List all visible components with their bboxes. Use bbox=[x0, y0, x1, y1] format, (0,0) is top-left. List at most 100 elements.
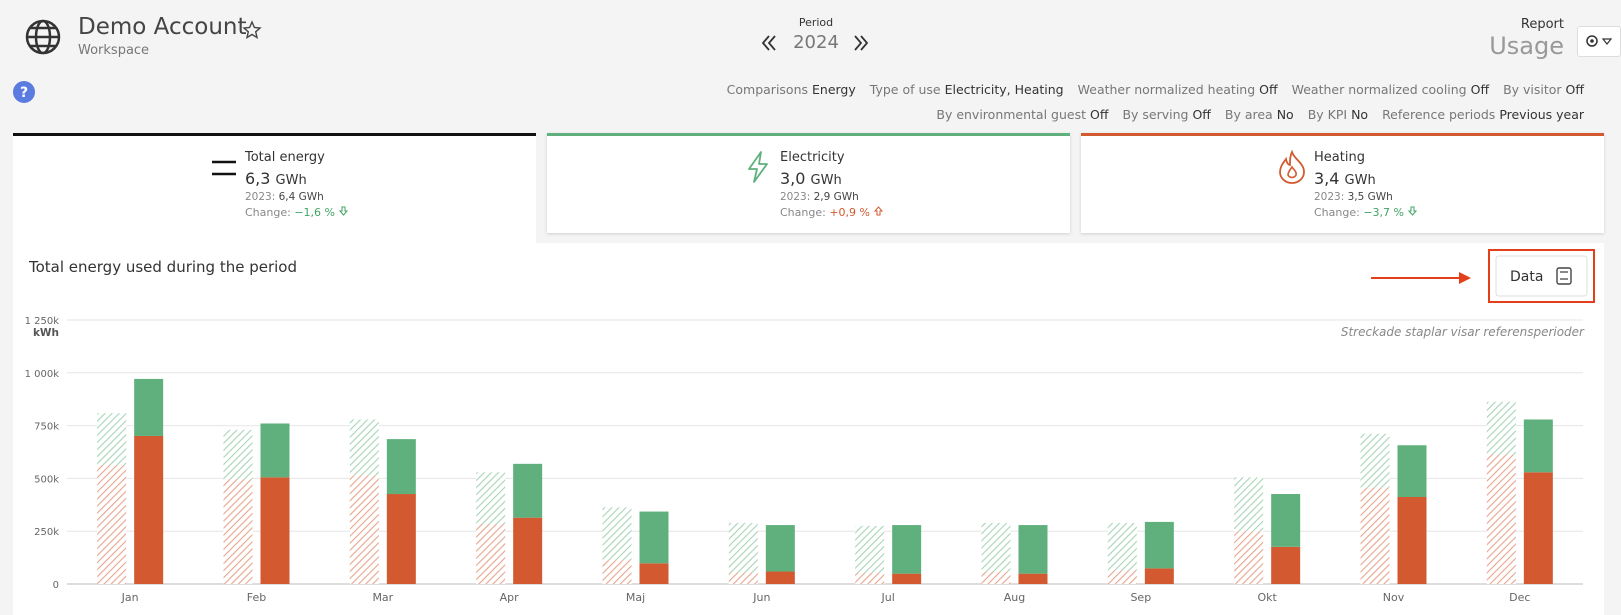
settings-button[interactable] bbox=[1577, 26, 1621, 57]
data-button[interactable]: Data bbox=[1495, 255, 1588, 297]
change-label: Change: bbox=[1314, 206, 1360, 219]
change-label: Change: bbox=[780, 206, 826, 219]
bar bbox=[513, 517, 543, 584]
filter[interactable]: Weather normalized cooling Off bbox=[1292, 82, 1489, 97]
bar bbox=[386, 439, 416, 495]
reference-bar bbox=[1107, 522, 1137, 571]
filter-label: By KPI bbox=[1307, 107, 1348, 122]
bar bbox=[1523, 472, 1553, 584]
ref-label: 2023: bbox=[780, 191, 811, 203]
x-tick-label: Jun bbox=[752, 591, 770, 604]
bar bbox=[1144, 568, 1174, 584]
filter[interactable]: By environmental guest Off bbox=[936, 107, 1108, 122]
report-name: Usage bbox=[1489, 32, 1564, 60]
bar bbox=[1523, 419, 1553, 473]
filter[interactable]: Weather normalized heating Off bbox=[1078, 82, 1278, 97]
bar bbox=[765, 525, 795, 572]
next-period[interactable] bbox=[852, 34, 870, 52]
heating-icon bbox=[1279, 150, 1305, 184]
bar bbox=[1397, 445, 1427, 497]
bar bbox=[639, 511, 669, 564]
x-tick-label: Aug bbox=[1004, 591, 1025, 604]
filter[interactable]: Comparisons Energy bbox=[727, 82, 856, 97]
reference-bar bbox=[981, 522, 1011, 572]
filter[interactable]: Type of use Electricity, Heating bbox=[870, 82, 1064, 97]
reference-bar bbox=[855, 525, 885, 573]
filter[interactable]: By KPI No bbox=[1308, 107, 1368, 122]
bar bbox=[134, 378, 164, 436]
data-button-label[interactable]: Data bbox=[1510, 269, 1543, 285]
bar bbox=[1018, 525, 1048, 574]
ref-value: 6,4 GWh bbox=[278, 191, 324, 203]
bar bbox=[1271, 546, 1301, 584]
reference-bar bbox=[728, 522, 758, 573]
x-tick-label: Jul bbox=[881, 591, 895, 604]
reference-bar bbox=[223, 429, 253, 480]
data-button-icon-lines bbox=[1560, 271, 1568, 280]
filter-value: Previous year bbox=[1499, 107, 1584, 122]
settings-icon bbox=[1586, 35, 1613, 47]
filter-label: By environmental guest bbox=[936, 107, 1086, 122]
filter-value: Off bbox=[1089, 107, 1109, 122]
help-button[interactable]: ? bbox=[12, 80, 36, 104]
account-name: Demo Account bbox=[78, 14, 247, 40]
x-tick-label: Dec bbox=[1509, 591, 1530, 604]
card-unit: GWh bbox=[275, 173, 307, 188]
filter-value: Off bbox=[1259, 82, 1278, 97]
filter-value: Energy bbox=[812, 82, 856, 97]
favorite-star[interactable] bbox=[242, 20, 262, 40]
filter-label: By visitor bbox=[1503, 82, 1562, 97]
filter[interactable]: By visitor Off bbox=[1503, 82, 1584, 97]
bar bbox=[260, 423, 290, 478]
change-value: −3,7 % bbox=[1363, 206, 1404, 219]
x-tick-label: Apr bbox=[500, 591, 520, 604]
ref-label: 2023: bbox=[245, 191, 276, 203]
filter-label: By area bbox=[1224, 107, 1273, 122]
x-tick-label: Sep bbox=[1130, 591, 1151, 604]
bar bbox=[1144, 521, 1174, 569]
chart-panel: Total energy used during the period Data… bbox=[13, 243, 1604, 615]
heating-card[interactable]: Heating 3,4 GWh 2023: 3,5 GWh Change: −3… bbox=[1081, 133, 1604, 233]
filter[interactable]: Reference periods Previous year bbox=[1382, 107, 1584, 122]
filter[interactable]: By area No bbox=[1225, 107, 1294, 122]
electricity-card[interactable]: Electricity 3,0 GWh 2023: 2,9 GWh Change… bbox=[547, 133, 1070, 233]
reference-bar bbox=[1234, 531, 1264, 584]
filter-value: No bbox=[1276, 107, 1294, 122]
reference-bar bbox=[1486, 401, 1516, 455]
filter-row: By environmental guest Off By serving Off… bbox=[922, 107, 1584, 122]
data-button-bg[interactable] bbox=[1495, 255, 1588, 297]
x-tick-label: Okt bbox=[1257, 591, 1277, 604]
filter-value: No bbox=[1351, 107, 1369, 122]
card-title: Electricity bbox=[780, 150, 845, 165]
total-icon bbox=[212, 160, 236, 176]
bar bbox=[134, 435, 164, 584]
bar bbox=[1397, 496, 1427, 584]
bar bbox=[386, 494, 416, 584]
ref-value: 2,9 GWh bbox=[813, 191, 859, 203]
y-unit: kWh bbox=[33, 327, 59, 339]
filter-label: Reference periods bbox=[1382, 107, 1496, 122]
filter-value: Electricity, Heating bbox=[944, 82, 1064, 97]
reference-bar bbox=[476, 524, 506, 584]
reference-bar bbox=[1486, 454, 1516, 584]
reference-bar bbox=[728, 572, 758, 584]
card-value: 6,3 bbox=[245, 169, 271, 188]
workspace-label: Workspace bbox=[78, 43, 150, 58]
chart-title: Total energy used during the period bbox=[28, 258, 297, 276]
reference-bar bbox=[349, 475, 379, 584]
filter[interactable]: By serving Off bbox=[1122, 107, 1210, 122]
card-value: 3,0 bbox=[780, 169, 806, 188]
prev-period[interactable] bbox=[760, 34, 778, 52]
x-tick-label: Mar bbox=[372, 591, 393, 604]
bar bbox=[892, 573, 922, 584]
bar bbox=[1018, 573, 1048, 584]
change-value: +0,9 % bbox=[829, 206, 870, 219]
period-value: 2024 bbox=[793, 32, 839, 53]
filter-label: Comparisons bbox=[726, 82, 809, 97]
report-label: Report bbox=[1520, 17, 1564, 32]
reference-bar bbox=[97, 413, 127, 465]
x-tick-label: Nov bbox=[1383, 591, 1405, 604]
filter-label: Weather normalized heating bbox=[1077, 82, 1256, 97]
bar bbox=[639, 563, 669, 584]
total-card[interactable]: Total energy 6,3 GWh 2023: 6,4 GWh Chang… bbox=[13, 133, 536, 246]
